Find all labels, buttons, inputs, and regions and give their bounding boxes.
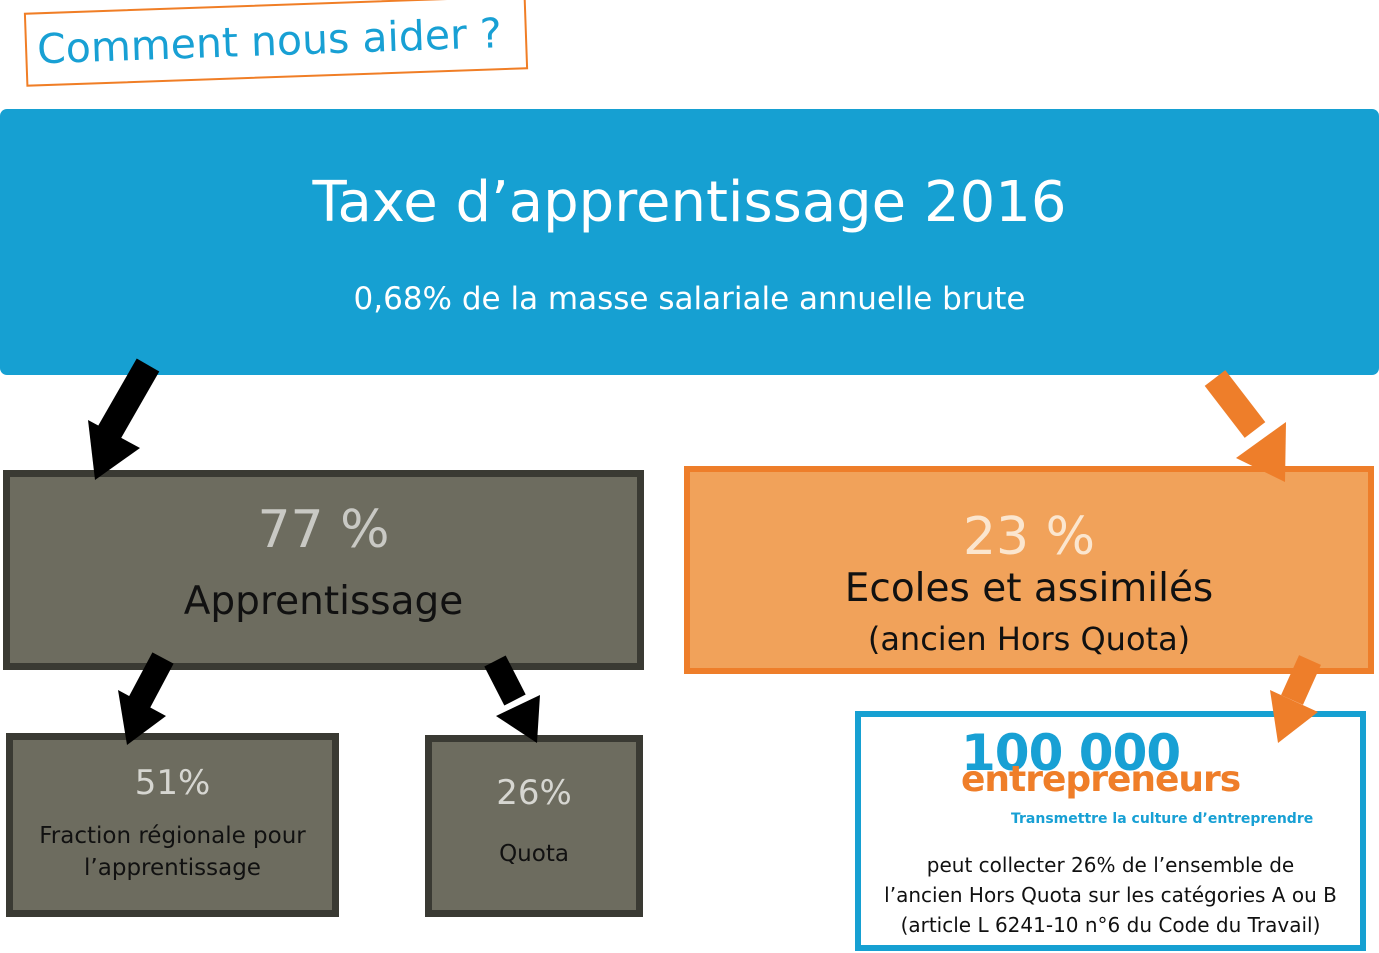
ecoles-percent: 23 % (962, 507, 1096, 567)
apprentissage-label: Apprentissage (183, 579, 464, 624)
organisation-box: 100 000 entrepreneurs Transmettre la cul… (855, 711, 1366, 951)
fraction-regionale-box: 51% Fraction régionale pour l’apprentiss… (6, 733, 339, 917)
ecoles-box: 23 % Ecoles et assimilés (ancien Hors Qu… (684, 466, 1374, 674)
tax-title: Taxe d’apprentissage 2016 (312, 170, 1067, 235)
organisation-description-line: l’ancien Hors Quota sur les catégories A… (884, 883, 1337, 907)
ecoles-sublabel: (ancien Hors Quota) (867, 620, 1191, 658)
quota-box: 26% Quota (425, 735, 643, 917)
fraction-regionale-percent: 51% (134, 763, 211, 803)
apprentissage-percent: 77 % (257, 500, 390, 560)
organisation-description-line: peut collecter 26% de l’ensemble de (926, 853, 1295, 877)
arrow-to-fraction-icon (118, 652, 174, 745)
tax-box: Taxe d’apprentissage 2016 0,68% de la ma… (0, 109, 1379, 375)
fraction-regionale-label-line1: Fraction régionale pour (39, 823, 306, 849)
ecoles-label: Ecoles et assimilés (844, 566, 1214, 611)
quota-label: Quota (499, 841, 569, 867)
fraction-regionale-label: Fraction régionale pour l’apprentissage (13, 820, 332, 884)
logo-word: entrepreneurs (961, 759, 1241, 800)
organisation-description: peut collecter 26% de l’ensemble de l’an… (861, 850, 1360, 940)
apprentissage-box: 77 % Apprentissage (3, 470, 644, 670)
organisation-description-line: (article L 6241-10 n°6 du Code du Travai… (900, 913, 1321, 937)
quota-percent: 26% (496, 773, 572, 813)
arrow-to-ecoles-icon (1204, 370, 1286, 482)
arrow-to-quota-icon (484, 655, 540, 743)
arrow-to-apprentissage-icon (88, 358, 160, 480)
fraction-regionale-label-line2: l’apprentissage (84, 855, 261, 881)
logo-tagline: Transmettre la culture d’entreprendre (1011, 811, 1314, 827)
logo-number: 100 000 (961, 724, 1181, 782)
arrow-to-organisation-icon (1270, 655, 1321, 743)
tax-subtitle: 0,68% de la masse salariale annuelle bru… (353, 281, 1026, 317)
